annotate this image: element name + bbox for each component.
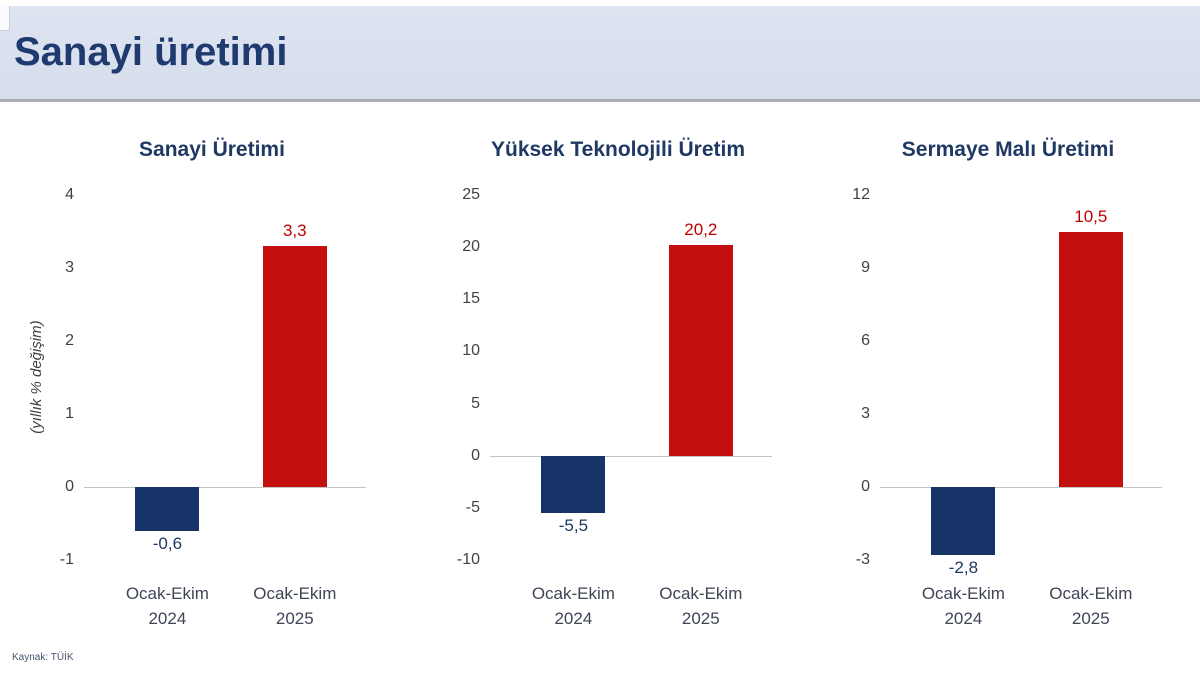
x-category-label: Ocak-Ekim 2025 [1026, 582, 1156, 631]
corner-notch [0, 6, 10, 31]
bar-value-label: -5,5 [558, 516, 589, 536]
y-tick-label: 3 [65, 259, 74, 276]
bar-value-label: -2,8 [948, 558, 979, 578]
bar-2024 [931, 487, 996, 556]
chart-panel-yuksek-teknolojili-uretim: Yüksek Teknolojili Üretim 25 20 15 10 5 0 -5 -10… [428, 135, 808, 647]
y-tick-label: 12 [852, 186, 870, 203]
y-tick-label: 25 [462, 186, 480, 203]
y-tick-label: -10 [456, 551, 480, 568]
y-tick-label: 20 [462, 238, 480, 256]
slide-header: Sanayi üretimi [0, 6, 1200, 102]
y-tick-label: 0 [861, 478, 870, 495]
chart-panel-sanayi-uretimi: Sanayi Üretimi 4 3 2 1 0 -1 -0,6 Ocak-Ekim 2024 3,… [22, 135, 402, 647]
y-tick-label: 5 [471, 394, 480, 412]
x-category-line: Ocak-Ekim [125, 584, 209, 603]
x-category-line: 2025 [275, 608, 314, 628]
zero-axis-line [880, 487, 1162, 488]
x-category-line: Ocak-Ekim [253, 584, 337, 603]
y-tick-label: 0 [65, 478, 74, 495]
x-category-label: Ocak-Ekim 2025 [230, 582, 360, 631]
bar-2025 [262, 246, 327, 487]
bar-2024 [135, 487, 200, 531]
x-category-line: 2024 [554, 608, 593, 628]
y-tick-label: 2 [65, 332, 74, 349]
y-tick-label: 6 [861, 332, 870, 349]
y-tick-label: 9 [861, 259, 870, 276]
bar-2024 [541, 455, 606, 514]
x-category-label: Ocak-Ekim 2024 [102, 582, 232, 631]
source-note: Kaynak: TÜİK [12, 652, 74, 663]
y-tick-label: 0 [471, 446, 480, 464]
y-tick-label: 15 [462, 290, 480, 308]
x-category-label: Ocak-Ekim 2024 [898, 582, 1028, 631]
y-tick-label: 10 [462, 342, 480, 360]
chart-title: Yüksek Teknolojili Üretim [490, 138, 746, 161]
x-category-line: 2025 [1071, 608, 1110, 628]
zero-axis-line [490, 455, 772, 457]
plot-area: 4 3 2 1 0 -1 -0,6 Ocak-Ekim 2024 3,3 Ocak-Ekim 2025 [60, 186, 366, 628]
chart-panel-sermaye-mali-uretimi: Sermaye Malı Üretimi 12 9 6 3 0 -3 -2,8 Ocak-Eki… [818, 135, 1198, 647]
x-category-line: 2024 [148, 608, 187, 628]
y-tick-label: -1 [59, 551, 74, 568]
bar-value-label: 20,2 [684, 220, 718, 240]
chart-title: Sanayi Üretimi [139, 138, 285, 161]
chart-title: Sermaye Malı Üretimi [901, 138, 1115, 161]
x-category-line: 2025 [681, 608, 720, 628]
y-tick-label: -5 [465, 498, 480, 516]
bar-value-label: 10,5 [1074, 206, 1108, 226]
x-category-line: Ocak-Ekim [921, 584, 1005, 603]
bar-2025 [1058, 231, 1123, 487]
x-category-line: 2024 [944, 608, 983, 628]
zero-axis-line [84, 487, 366, 488]
y-tick-label: 4 [65, 186, 74, 203]
x-category-line: Ocak-Ekim [659, 584, 743, 603]
plot-area: 25 20 15 10 5 0 -5 -10 -5,5 Ocak-Ekim 2024 20,2 Ocak… [457, 186, 772, 628]
x-category-line: Ocak-Ekim [531, 584, 615, 603]
bar-2025 [668, 245, 733, 456]
plot-area: 12 9 6 3 0 -3 -2,8 Ocak-Ekim 2024 10,5 Ocak-Ekim 20… [852, 186, 1162, 628]
y-tick-label: 1 [65, 405, 74, 422]
x-category-label: Ocak-Ekim 2025 [636, 582, 766, 631]
y-tick-label: -3 [855, 551, 870, 568]
y-axis-title: (yıllık % değişim) [28, 320, 45, 434]
y-tick-label: 3 [861, 405, 870, 422]
bar-value-label: -0,6 [152, 533, 183, 553]
x-category-label: Ocak-Ekim 2024 [508, 582, 638, 631]
x-category-line: Ocak-Ekim [1049, 584, 1133, 603]
page-title: Sanayi üretimi [14, 30, 288, 74]
bar-value-label: 3,3 [282, 221, 307, 241]
